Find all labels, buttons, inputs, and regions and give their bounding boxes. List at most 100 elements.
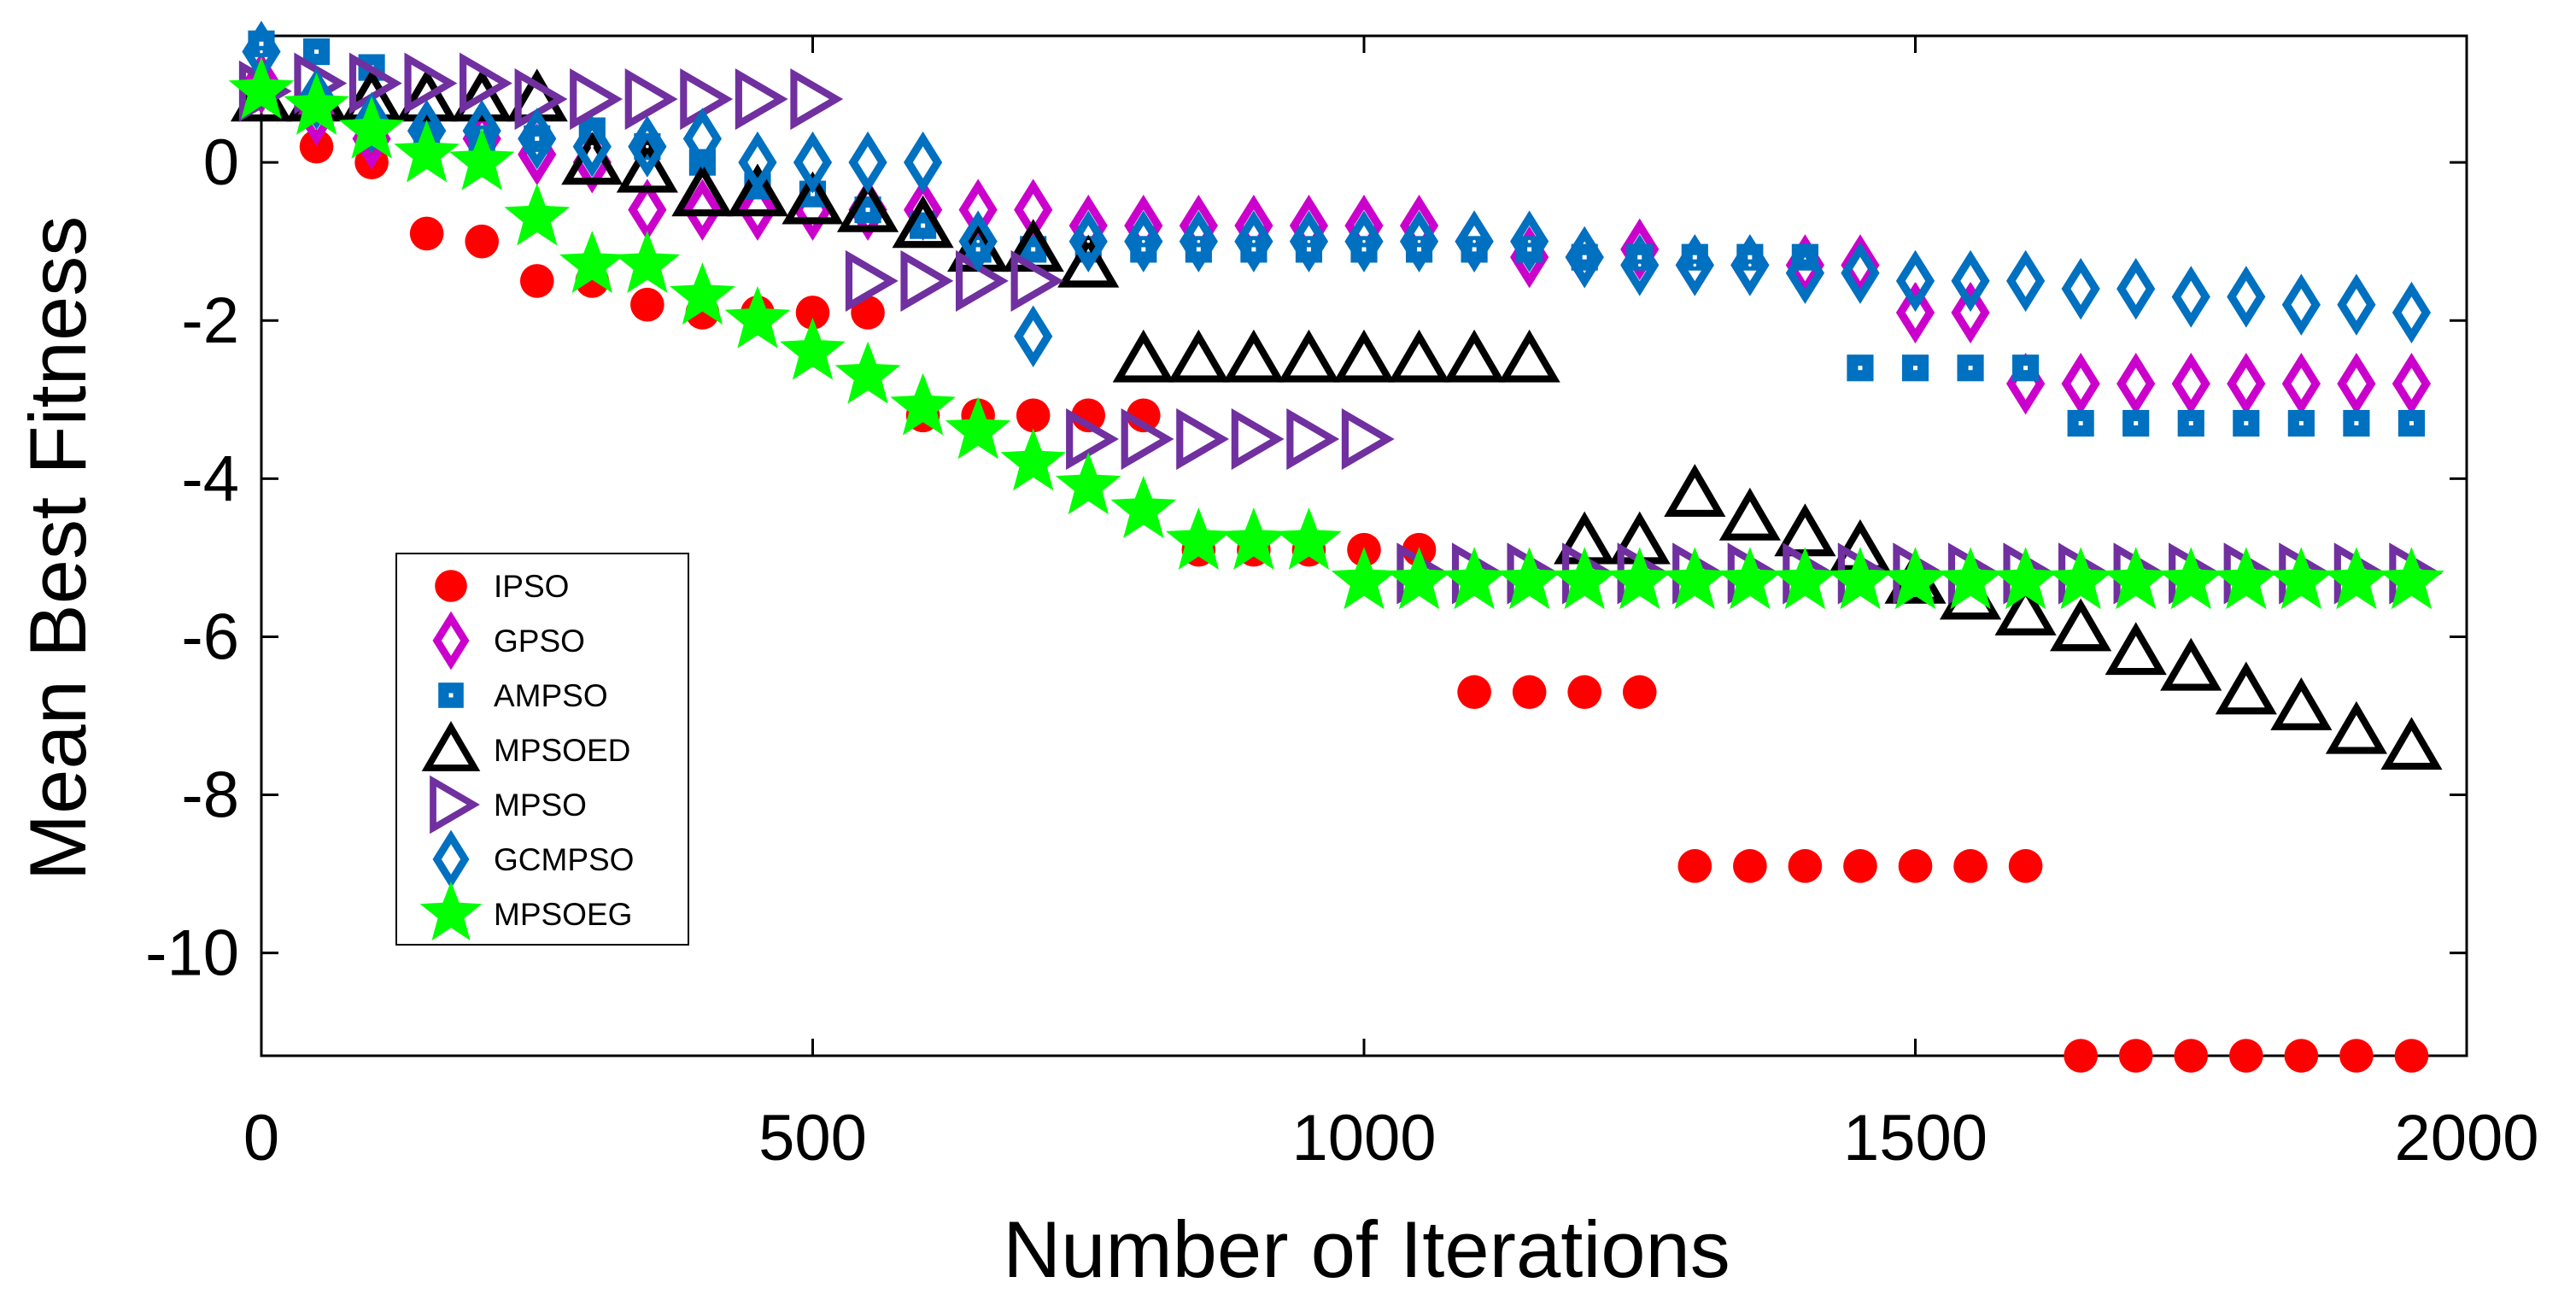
point-mpsoed (2105, 622, 2167, 676)
series-mpsoeg (228, 56, 2444, 610)
point-mpsoed (395, 68, 458, 122)
point-gcmpso-center (1637, 263, 1642, 267)
point-gcmpso-center (1197, 239, 1201, 243)
legend: IPSO GPSO AMPSO MPSOED MPSO GCMPSO MPSOEG (395, 553, 689, 946)
point-ipso (851, 296, 885, 330)
point-gcmpso-center (1913, 279, 1917, 283)
y-tick-label: -2 (181, 284, 239, 357)
point-mpsoeg (1662, 547, 1728, 610)
point-mpsoed (2160, 637, 2222, 691)
point-mpsoeg (2047, 547, 2114, 610)
point-gcmpso (1841, 242, 1880, 304)
point-ampso-center (2354, 421, 2359, 426)
point-mpsoeg (1993, 547, 2058, 610)
point-ampso-center (1802, 255, 1807, 260)
point-ampso-center (2023, 366, 2029, 371)
point-ipso (2394, 1039, 2429, 1073)
point-ampso-center (1031, 247, 1036, 252)
point-mpsoed (561, 132, 624, 185)
point-ampso-center (1251, 247, 1256, 252)
data-series (228, 20, 2444, 1073)
point-gcmpso-center (1527, 239, 1531, 243)
point-mpsoeg (670, 262, 735, 325)
point-gcmpso-center (2409, 311, 2414, 314)
point-ampso-center (1692, 255, 1697, 260)
point-mpsoed (1443, 329, 1506, 383)
point-gcmpso-center (1859, 271, 1862, 275)
point-ampso-center (2188, 421, 2193, 426)
point-gcmpso-center (1362, 239, 1366, 243)
point-mpsoeg (1937, 547, 2004, 610)
point-gpso (2337, 353, 2376, 415)
point-ampso-center (1913, 366, 1917, 371)
point-ipso (1733, 849, 1767, 883)
point-gcmpso (848, 131, 887, 194)
point-ipso (1567, 675, 1601, 710)
point-mpsoed (1278, 329, 1340, 383)
point-ampso-center (1086, 247, 1091, 252)
point-ipso (1788, 849, 1823, 883)
point-mpsoeg (2157, 547, 2224, 610)
point-ipso (1677, 849, 1712, 883)
point-mpsoeg (1882, 547, 1948, 610)
point-mpsoeg (1386, 547, 1452, 610)
point-gcmpso (2392, 281, 2432, 344)
point-mpsoed (1718, 487, 1781, 541)
point-mpsoeg (2213, 547, 2280, 610)
point-gcmpso-center (921, 161, 925, 164)
point-mpsoed (451, 68, 513, 122)
point-gcmpso-center (2023, 279, 2028, 283)
point-mpsoeg (1166, 507, 1232, 570)
point-ipso (1622, 675, 1657, 710)
point-mpso (1121, 407, 1174, 471)
point-mpsoeg (780, 317, 846, 380)
y-tick-label: -4 (181, 442, 239, 515)
point-gpso-center (1913, 311, 1917, 314)
point-gpso (2116, 353, 2156, 415)
point-ampso-center (1858, 366, 1863, 371)
point-gcmpso (572, 115, 612, 178)
tick-labels: 0 500 1000 1500 2000 0 -2 -4 -6 -8 -10 (145, 126, 2538, 1174)
point-gpso-center (2409, 382, 2414, 386)
point-gpso-center (811, 208, 815, 212)
legend-label-ampso: AMPSO (494, 678, 608, 713)
point-ampso-center (865, 208, 870, 213)
point-mpsoeg (945, 396, 1011, 460)
point-gcmpso (1014, 305, 1053, 367)
point-gpso-center (976, 208, 980, 212)
point-gcmpso-center (1142, 239, 1145, 243)
point-gcmpso (2116, 257, 2156, 320)
point-mpsoeg (1055, 452, 1121, 515)
point-ampso-center (2244, 421, 2249, 426)
point-mpsoed (1664, 464, 1726, 517)
point-ipso (2064, 1039, 2098, 1073)
point-ampso-center (1196, 247, 1201, 252)
point-gcmpso (2337, 273, 2376, 336)
point-ipso (1457, 675, 1491, 710)
point-gpso-center (2245, 382, 2248, 386)
point-ampso-center (589, 128, 594, 133)
point-gcmpso (1951, 249, 1990, 313)
point-ampso-center (1306, 247, 1311, 252)
point-ipso (2339, 1039, 2374, 1073)
point-gcmpso (2227, 266, 2266, 328)
point-mpso (1066, 407, 1119, 471)
point-gcmpso-center (1693, 263, 1697, 267)
point-gcmpso-center (700, 137, 705, 141)
point-mpsoeg (1551, 547, 1618, 610)
point-mpsoeg (1772, 547, 1838, 610)
point-mpsoeg (1496, 547, 1562, 610)
point-gpso (738, 179, 777, 241)
point-mpsoed (782, 171, 844, 225)
point-gpso-center (2079, 382, 2082, 386)
point-mpsoed (1112, 329, 1174, 383)
legend-marker-ampso-center (448, 693, 454, 698)
point-mpso (1286, 407, 1340, 471)
point-ipso (409, 216, 444, 251)
point-gcmpso-center (756, 161, 759, 164)
point-gcmpso (2061, 257, 2100, 320)
point-gpso (1841, 234, 1880, 296)
point-mpsoed (1168, 329, 1230, 383)
legend-marker-gpso (432, 611, 470, 671)
